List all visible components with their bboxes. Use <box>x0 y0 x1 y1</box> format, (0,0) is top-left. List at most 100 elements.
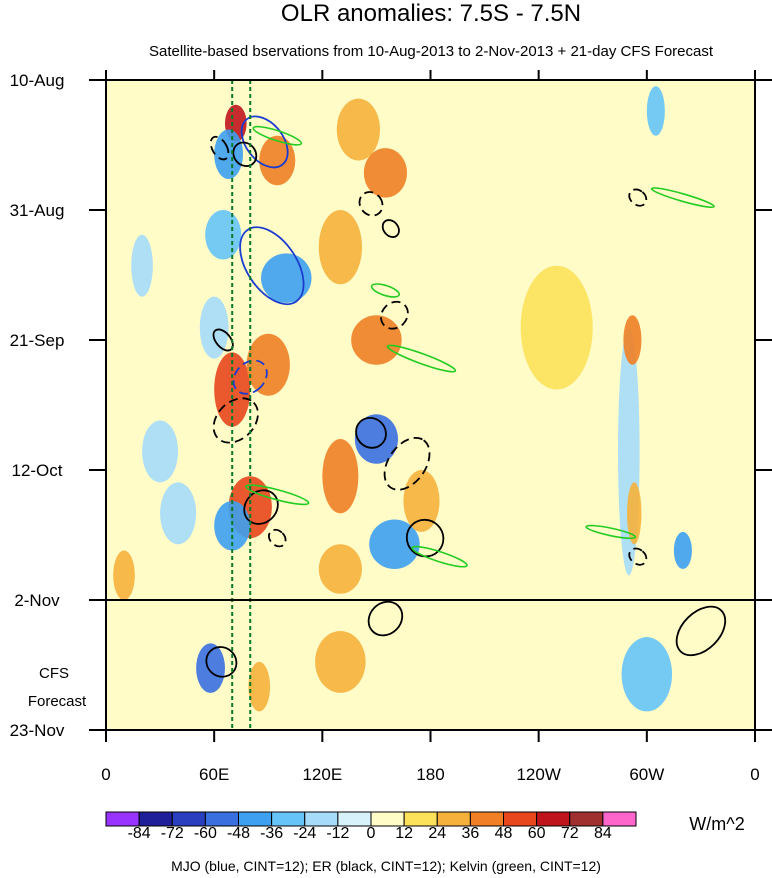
y-tick-label-3: 12-Oct <box>11 461 62 480</box>
x-tick-label-0: 0 <box>101 765 110 784</box>
contour-er-5 <box>358 191 384 217</box>
anomaly-patch-33 <box>160 482 197 545</box>
contour-kelvin-26 <box>585 524 637 540</box>
contour-kelvin-21 <box>370 283 401 298</box>
colorbar-label-14: 84 <box>594 825 612 842</box>
anomaly-patch-5 <box>205 210 242 260</box>
contour-er-16 <box>675 605 727 657</box>
colorbar-swatch-13 <box>536 811 571 827</box>
colorbar: -84 -72 -60 -48 -36 -24 -12 0 12 24 36 48 60 72 84 <box>105 811 637 842</box>
colorbar-swatch-12 <box>503 811 538 827</box>
anomaly-patch-15 <box>214 500 251 551</box>
anomaly-patch-17 <box>318 544 362 594</box>
contour-er-8 <box>212 397 259 444</box>
forecast-label-line2: Forecast <box>28 693 87 710</box>
colorbar-label-7: 0 <box>367 825 376 842</box>
contour-kelvin-25 <box>650 187 715 209</box>
colorbar-swatch-10 <box>436 811 471 827</box>
colorbar-label-10: 36 <box>461 825 479 842</box>
colorbar-swatch-3 <box>204 811 239 827</box>
colorbar-swatch-5 <box>271 811 306 827</box>
contour-mjo-1 <box>239 226 305 306</box>
y-tick-label-4: 2-Nov <box>14 591 60 610</box>
anomaly-patch-4 <box>363 148 408 198</box>
x-tick-label-6: 0 <box>750 765 759 784</box>
contour-er-7 <box>212 328 234 352</box>
x-axis: 0 60E 120E 180 120W 60W 0 <box>101 70 760 784</box>
anomaly-patch-1 <box>214 129 244 180</box>
colorbar-label-6: -12 <box>326 825 349 842</box>
y-axis: 10-Aug 31-Aug 21-Sep 12-Oct 2-Nov 23-Nov <box>10 71 772 740</box>
y-tick-label-5: 23-Nov <box>10 721 65 740</box>
anomaly-patch-11 <box>246 333 290 396</box>
anomaly-patch-22 <box>315 630 366 693</box>
colorbar-swatch-8 <box>370 811 405 827</box>
colorbar-label-0: -84 <box>128 825 151 842</box>
plot-area <box>89 79 772 731</box>
contour-er-14 <box>367 600 404 637</box>
colorbar-units: W/m^2 <box>689 814 744 834</box>
contour-er-12 <box>268 528 287 548</box>
contour-er-15 <box>205 646 238 678</box>
anomaly-patch-12 <box>354 414 399 464</box>
contour-er-4 <box>232 141 258 167</box>
colorbar-label-3: -48 <box>227 825 250 842</box>
x-tick-label-4: 120W <box>516 765 560 784</box>
contour-er-18 <box>628 547 648 566</box>
anomaly-patch-32 <box>113 550 135 600</box>
contour-kelvin-22 <box>386 344 457 373</box>
anomaly-patch-9 <box>199 296 229 359</box>
contour-er-19 <box>380 300 409 330</box>
colorbar-label-12: 60 <box>528 825 546 842</box>
reference-longitude-lines <box>231 80 252 730</box>
anomaly-patch-29 <box>142 420 179 483</box>
x-tick-label-3: 180 <box>416 765 444 784</box>
colorbar-swatch-14 <box>569 811 604 827</box>
anomaly-patch-28 <box>673 531 692 570</box>
colorbar-label-2: -60 <box>194 825 217 842</box>
contour-mjo-2 <box>232 359 268 395</box>
colorbar-label-9: 24 <box>428 825 446 842</box>
anomaly-patch-20 <box>196 643 225 693</box>
anomaly-patch-23 <box>621 637 673 712</box>
colorbar-swatch-1 <box>138 811 173 827</box>
colorbar-label-11: 48 <box>495 825 513 842</box>
chart-subtitle: Satellite-based bservations from 10-Aug-… <box>149 43 714 60</box>
forecast-label-line1: CFS <box>39 665 69 682</box>
colorbar-swatch-7 <box>337 811 372 827</box>
x-tick-label-1: 60E <box>199 765 229 784</box>
colorbar-swatch-2 <box>171 811 206 827</box>
contour-er-9 <box>355 416 387 449</box>
anomaly-patch-3 <box>336 98 381 161</box>
y-tick-label-2: 21-Sep <box>10 331 65 350</box>
anomaly-patch-30 <box>131 234 153 297</box>
y-tick-label-0: 10-Aug <box>10 71 65 90</box>
anomaly-patch-13 <box>322 439 359 514</box>
wave-contours <box>205 115 727 678</box>
anomaly-patch-18 <box>403 470 440 532</box>
colorbar-label-1: -72 <box>161 825 184 842</box>
colorbar-label-8: 12 <box>395 825 413 842</box>
anomaly-patch-25 <box>623 315 642 365</box>
contour-er-6 <box>381 219 400 238</box>
anomaly-patch-31 <box>520 265 593 390</box>
colorbar-label-13: 72 <box>561 825 579 842</box>
chart-title: OLR anomalies: 7.5S - 7.5N <box>281 0 581 27</box>
x-tick-label-5: 60W <box>629 765 664 784</box>
colorbar-swatch-6 <box>304 811 339 827</box>
colorbar-swatch-9 <box>403 811 438 827</box>
colorbar-swatch-0 <box>105 811 140 827</box>
colorbar-swatch-15 <box>602 811 637 827</box>
colorbar-label-4: -36 <box>260 825 283 842</box>
anomaly-patch-26 <box>627 482 642 545</box>
anomaly-patch-8 <box>351 315 402 365</box>
x-tick-label-2: 120E <box>302 765 342 784</box>
y-tick-label-1: 31-Aug <box>10 201 65 220</box>
contour-er-3 <box>209 135 230 161</box>
colorbar-label-5: -24 <box>293 825 316 842</box>
colorbar-swatch-4 <box>238 811 273 827</box>
contour-kelvin-24 <box>411 545 468 568</box>
anomaly-patch-21 <box>248 661 271 712</box>
anomaly-patch-2 <box>259 135 296 186</box>
